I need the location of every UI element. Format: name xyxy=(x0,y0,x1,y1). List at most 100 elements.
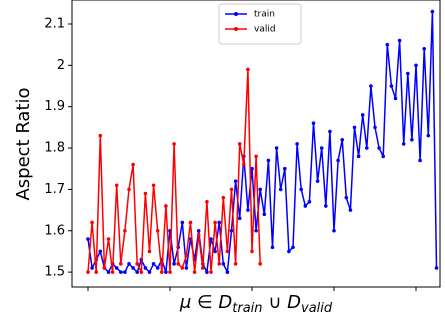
x-label-sub: train xyxy=(232,301,262,316)
data-point xyxy=(287,249,291,254)
y-axis-label: Aspect Ratio xyxy=(13,87,34,200)
data-point xyxy=(159,270,164,274)
data-point xyxy=(311,121,316,126)
data-point xyxy=(258,187,263,192)
data-point xyxy=(200,266,205,270)
data-point xyxy=(123,228,127,233)
data-point xyxy=(389,84,394,88)
data-point xyxy=(406,71,410,76)
data-point xyxy=(114,183,119,188)
data-point xyxy=(229,187,234,192)
data-point xyxy=(98,249,103,254)
y-tick-label: 2.1 xyxy=(44,16,65,31)
data-point xyxy=(332,228,336,233)
data-point xyxy=(155,228,160,233)
data-point xyxy=(278,187,283,192)
data-point xyxy=(262,212,267,217)
y-tick-label: 1.6 xyxy=(44,223,65,238)
data-point xyxy=(344,195,349,200)
data-point xyxy=(86,237,90,241)
data-point xyxy=(340,137,345,142)
data-point xyxy=(434,266,439,270)
data-point xyxy=(430,9,435,14)
data-point xyxy=(246,67,250,72)
data-point xyxy=(414,63,418,68)
data-point xyxy=(217,262,221,266)
data-point xyxy=(319,146,324,150)
legend-marker xyxy=(234,12,238,16)
data-point xyxy=(422,46,427,51)
data-point xyxy=(184,253,189,258)
data-point xyxy=(127,187,131,192)
data-point xyxy=(213,249,217,254)
data-point xyxy=(360,113,365,117)
data-point xyxy=(266,158,271,163)
data-point xyxy=(118,262,123,266)
data-point xyxy=(315,179,320,183)
data-point xyxy=(254,154,258,159)
data-point xyxy=(356,154,361,159)
data-point xyxy=(102,266,107,270)
data-point xyxy=(426,133,431,138)
data-point xyxy=(127,262,131,266)
data-point xyxy=(221,195,226,200)
data-point xyxy=(213,220,217,225)
data-point xyxy=(233,179,238,183)
x-axis-label: μ ∈ Dtrain ∪ Dvalid xyxy=(179,292,333,316)
data-point xyxy=(143,191,148,196)
data-point xyxy=(385,42,390,47)
data-point xyxy=(291,245,295,250)
legend-marker xyxy=(234,27,238,31)
data-point xyxy=(328,129,332,134)
data-point xyxy=(151,183,156,188)
data-point xyxy=(274,146,279,150)
data-point xyxy=(307,200,312,204)
data-point xyxy=(164,270,168,274)
data-point xyxy=(250,249,254,254)
data-point xyxy=(365,146,369,150)
data-point xyxy=(295,142,299,146)
data-point xyxy=(397,38,402,43)
data-point xyxy=(418,158,422,163)
data-point xyxy=(172,262,176,266)
data-point xyxy=(225,249,230,254)
x-label-part: ∪ D xyxy=(263,292,301,313)
data-point xyxy=(86,270,90,274)
data-point xyxy=(401,142,406,146)
data-point xyxy=(237,142,242,146)
data-point xyxy=(114,266,119,270)
data-point xyxy=(90,266,94,270)
plot-frame xyxy=(71,0,441,288)
data-point xyxy=(164,204,168,208)
data-point xyxy=(352,125,357,130)
data-point xyxy=(155,266,160,270)
data-point xyxy=(225,270,230,274)
y-tick-label: 1.9 xyxy=(44,99,65,114)
y-tick-label: 1.7 xyxy=(44,182,65,197)
data-line xyxy=(87,69,261,276)
data-line xyxy=(87,11,438,275)
data-point xyxy=(135,270,139,274)
data-point xyxy=(118,270,123,274)
y-tick-label: 2 xyxy=(57,58,65,73)
data-point xyxy=(192,270,197,274)
data-point xyxy=(283,166,287,171)
data-point xyxy=(180,220,185,225)
data-point xyxy=(324,204,328,208)
data-point xyxy=(410,137,414,142)
data-point xyxy=(123,270,127,274)
data-point xyxy=(254,228,258,233)
data-point xyxy=(205,200,209,204)
data-point xyxy=(209,237,213,241)
data-point xyxy=(172,142,176,146)
data-point xyxy=(229,228,234,233)
data-point xyxy=(188,220,193,225)
data-point xyxy=(176,262,180,266)
data-point xyxy=(373,125,377,130)
data-point xyxy=(131,266,135,270)
legend-label: valid xyxy=(254,25,276,35)
y-tick-label: 1.8 xyxy=(44,141,65,156)
data-point xyxy=(135,262,139,266)
y-tick-label: 1.5 xyxy=(44,265,65,280)
data-point xyxy=(381,154,386,159)
